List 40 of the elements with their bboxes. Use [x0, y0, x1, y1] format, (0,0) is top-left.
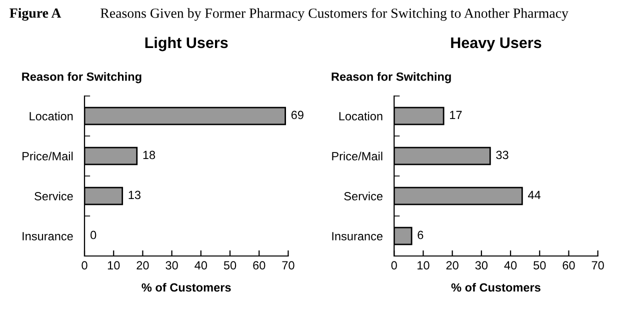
- x-tick-label: 20: [136, 261, 149, 270]
- text: Reasons Given by Former Pharmacy Customers for Switching to Another Pharmacy: [100, 8, 568, 21]
- y-tick-label: Service: [34, 192, 73, 200]
- x-tick-label: 50: [224, 261, 236, 270]
- data-label: 44: [528, 190, 541, 200]
- x-tick-label: 40: [504, 261, 517, 270]
- x-tick-label: 60: [253, 261, 266, 270]
- y-tick-label: Location: [339, 112, 382, 120]
- x-tick-label: 0: [82, 261, 88, 270]
- y-tick-label: Location: [30, 112, 73, 120]
- x-tick-label: 30: [475, 261, 488, 270]
- data-label: 33: [496, 150, 508, 160]
- x-tick-label: 70: [592, 261, 604, 270]
- x-tick-label: 40: [194, 261, 208, 270]
- data-label: 69: [291, 110, 304, 120]
- chart-title: Light Users: [145, 36, 228, 52]
- y-tick-label: Insurance: [22, 232, 73, 240]
- x-tick-label: 70: [282, 261, 294, 270]
- data-label: 18: [143, 150, 156, 160]
- x-tick-label: 0: [391, 261, 397, 270]
- y-axis-title: Reason for Switching: [332, 72, 451, 84]
- x-axis-title: % of Customers: [451, 282, 540, 292]
- x-tick-label: 20: [446, 261, 458, 270]
- y-tick-label: Price/Mail: [332, 152, 382, 160]
- x-tick-label: 10: [418, 261, 430, 270]
- x-tick-label: 10: [108, 261, 120, 270]
- y-axis-title: Reason for Switching: [22, 72, 142, 84]
- text: Figure A: [10, 8, 62, 21]
- data-label: 6: [418, 230, 424, 240]
- data-label: 17: [450, 110, 462, 120]
- data-label: 13: [128, 190, 141, 200]
- data-label: 0: [90, 230, 96, 240]
- y-tick-label: Insurance: [332, 232, 382, 240]
- chart-title: Heavy Users: [451, 38, 542, 52]
- x-axis-title: % of Customers: [142, 282, 231, 292]
- x-tick-label: 30: [166, 261, 178, 270]
- x-tick-label: 60: [562, 261, 575, 270]
- y-tick-label: Price/Mail: [22, 152, 73, 160]
- x-tick-label: 50: [534, 261, 546, 270]
- y-tick-label: Service: [344, 192, 382, 200]
